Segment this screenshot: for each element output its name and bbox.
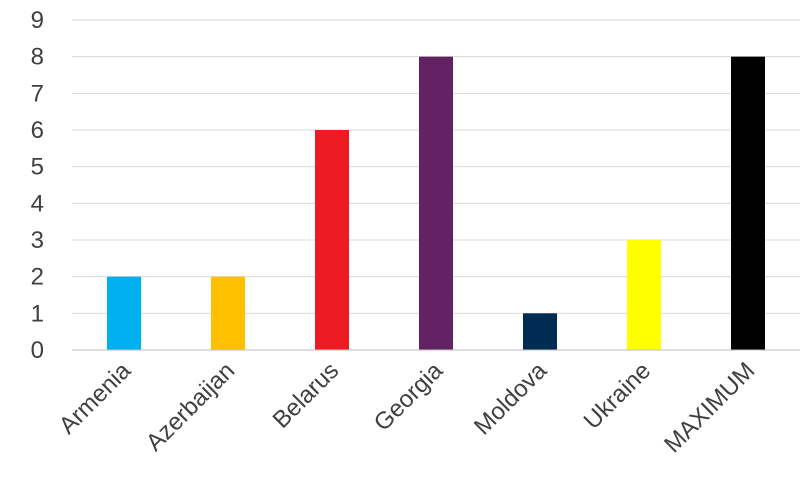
y-tick-label-6: 6 [31,117,44,144]
y-tick-label-3: 3 [31,227,44,254]
y-tick-label-5: 5 [31,154,44,181]
x-category-label-georgia: Georgia [369,357,449,437]
bars [107,56,765,351]
y-tick-label-1: 1 [31,300,44,327]
bar-armenia [107,276,141,350]
y-tick-label-8: 8 [31,44,44,71]
bar-maximum [731,56,765,351]
y-tick-label-7: 7 [31,80,44,107]
bar-georgia [419,56,453,351]
bar-belarus [315,130,349,350]
y-axis-tick-labels: 0 1 2 3 4 5 6 7 8 9 [31,7,44,364]
y-tick-label-9: 9 [31,7,44,34]
bar-moldova [523,313,557,350]
bar-azerbaijan [211,276,245,350]
y-tick-label-2: 2 [31,264,44,291]
x-category-label-ukraine: Ukraine [579,357,657,435]
bar-ukraine [627,240,661,350]
x-category-label-maximum: MAXIMUM [659,357,760,458]
x-category-label-moldova: Moldova [469,357,553,441]
x-category-label-armenia: Armenia [54,357,137,440]
x-axis-category-labels: Armenia Azerbaijan Belarus Georgia Moldova Uk… [54,357,760,459]
x-category-label-belarus: Belarus [268,357,345,434]
y-tick-label-4: 4 [31,190,44,217]
x-category-label-azerbaijan: Azerbaijan [141,357,240,456]
y-tick-label-0: 0 [31,337,44,364]
